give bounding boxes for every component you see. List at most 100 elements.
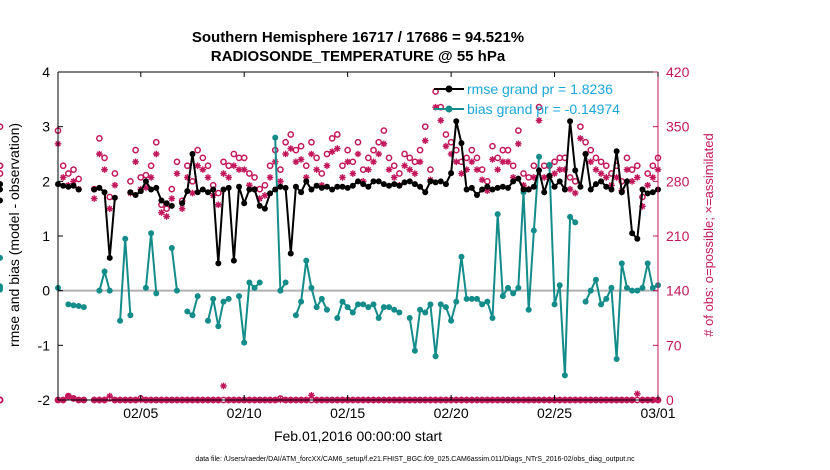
rmse-point bbox=[251, 186, 258, 193]
bias-point bbox=[365, 304, 372, 311]
rmse-point bbox=[422, 189, 429, 196]
obs-assimilated-marker bbox=[566, 185, 574, 193]
bias-point bbox=[272, 134, 279, 141]
obs-assimilated-marker bbox=[147, 174, 155, 181]
bias-point bbox=[499, 293, 506, 300]
rmse-point bbox=[179, 200, 186, 207]
obs-possible-marker bbox=[380, 127, 388, 134]
bias-point bbox=[530, 227, 537, 234]
obs-assimilated-marker bbox=[365, 166, 372, 173]
obs-assimilated-marker bbox=[628, 178, 636, 185]
obs-possible-marker bbox=[473, 154, 481, 162]
obs-possible-marker bbox=[70, 166, 77, 173]
rmse-point bbox=[261, 205, 268, 212]
rmse-point bbox=[561, 186, 568, 193]
rmse-point bbox=[323, 183, 330, 190]
obs-assimilated-marker bbox=[158, 209, 165, 216]
obs-assimilated-marker bbox=[639, 203, 646, 210]
x-tick-label: 02/10 bbox=[227, 405, 262, 421]
bias-point bbox=[391, 306, 398, 313]
rmse-point bbox=[541, 189, 548, 196]
rmse-point bbox=[153, 184, 160, 191]
obs-possible-marker bbox=[339, 162, 346, 170]
bias-point bbox=[422, 309, 429, 316]
bias-point bbox=[277, 287, 284, 294]
obs-possible-marker bbox=[427, 166, 434, 173]
bias-point bbox=[210, 295, 217, 302]
obs-assimilated-marker bbox=[484, 187, 491, 195]
obs-assimilated-marker bbox=[473, 166, 481, 173]
bias-point bbox=[323, 306, 330, 313]
rmse-point bbox=[287, 250, 294, 257]
obs-bottom-assimilated-marker bbox=[65, 392, 72, 400]
rmse-point bbox=[292, 183, 299, 190]
obs-possible-marker bbox=[375, 138, 383, 146]
obs-assimilated-marker bbox=[561, 166, 569, 173]
rmse-point bbox=[365, 183, 372, 190]
obs-possible-marker bbox=[390, 162, 398, 170]
obs-possible-marker bbox=[602, 162, 610, 170]
bias-point bbox=[448, 317, 455, 324]
obs-assimilated-marker bbox=[437, 117, 445, 124]
obs-bottom-assimilated-marker bbox=[70, 395, 77, 402]
bias-point bbox=[556, 282, 563, 289]
obs-possible-marker bbox=[152, 138, 160, 146]
obs-possible-marker bbox=[240, 154, 248, 162]
y-tick-label-right: 0 bbox=[666, 392, 674, 408]
obs-possible-marker bbox=[147, 162, 155, 170]
obs-possible-marker bbox=[323, 150, 331, 158]
obs-possible-marker bbox=[246, 170, 253, 177]
bias-point bbox=[205, 317, 211, 324]
obs-possible-marker bbox=[644, 170, 652, 177]
bias-point bbox=[567, 213, 574, 220]
obs-assimilated-marker bbox=[499, 158, 507, 166]
obs-assimilated-marker bbox=[235, 166, 243, 173]
y-tick-label-left: 3 bbox=[42, 119, 50, 135]
rmse-point bbox=[618, 189, 625, 196]
obs-assimilated-marker bbox=[478, 176, 486, 184]
bias-point bbox=[308, 284, 315, 291]
rmse-point bbox=[525, 186, 532, 193]
obs-assimilated-marker bbox=[515, 140, 522, 148]
obs-possible-marker bbox=[0, 162, 4, 170]
bias-point bbox=[194, 293, 201, 300]
obs-assimilated-marker bbox=[215, 201, 222, 209]
obs-possible-marker bbox=[101, 154, 108, 162]
obs-bottom-assimilated-marker bbox=[308, 392, 315, 399]
bias-point bbox=[603, 295, 610, 302]
obs-possible-marker bbox=[137, 174, 145, 181]
axes: 02/05 02/10 02/15 02/20 02/25 03/01 -2 -1 0 1 2 3 4 0… bbox=[38, 64, 690, 421]
rmse-point bbox=[334, 183, 341, 190]
rmse-point bbox=[0, 197, 3, 204]
rmse-point bbox=[220, 186, 227, 193]
bias-point bbox=[417, 306, 424, 313]
obs-assimilated-marker bbox=[571, 189, 579, 197]
rmse-point bbox=[406, 178, 413, 185]
obs-assimilated-marker bbox=[530, 174, 538, 181]
rmse-point bbox=[199, 186, 206, 193]
y-tick-label-left: -2 bbox=[38, 392, 51, 408]
rmse-point bbox=[91, 186, 98, 193]
plot-area bbox=[58, 72, 658, 400]
rmse-point bbox=[101, 189, 108, 196]
obs-assimilated-marker bbox=[385, 166, 393, 173]
rmse-point bbox=[246, 186, 253, 193]
bias-point bbox=[644, 260, 651, 267]
bias-point bbox=[406, 315, 413, 321]
bias-point bbox=[618, 260, 625, 267]
bias-point bbox=[313, 304, 320, 311]
bias-point bbox=[505, 284, 511, 291]
rmse-point bbox=[111, 194, 118, 201]
y-tick-label-right: 210 bbox=[666, 228, 690, 244]
obs-assimilated-marker bbox=[173, 170, 181, 177]
bias-point bbox=[246, 279, 253, 286]
bias-point bbox=[427, 301, 434, 308]
obs-assimilated-marker bbox=[292, 158, 300, 166]
bias-point bbox=[117, 317, 124, 324]
obs-assimilated-marker bbox=[246, 181, 253, 189]
bias-point bbox=[122, 235, 129, 242]
obs-possible-marker bbox=[364, 154, 372, 162]
rmse-point bbox=[298, 189, 305, 196]
obs-assimilated-marker bbox=[406, 166, 414, 173]
rmse-point bbox=[349, 182, 356, 189]
